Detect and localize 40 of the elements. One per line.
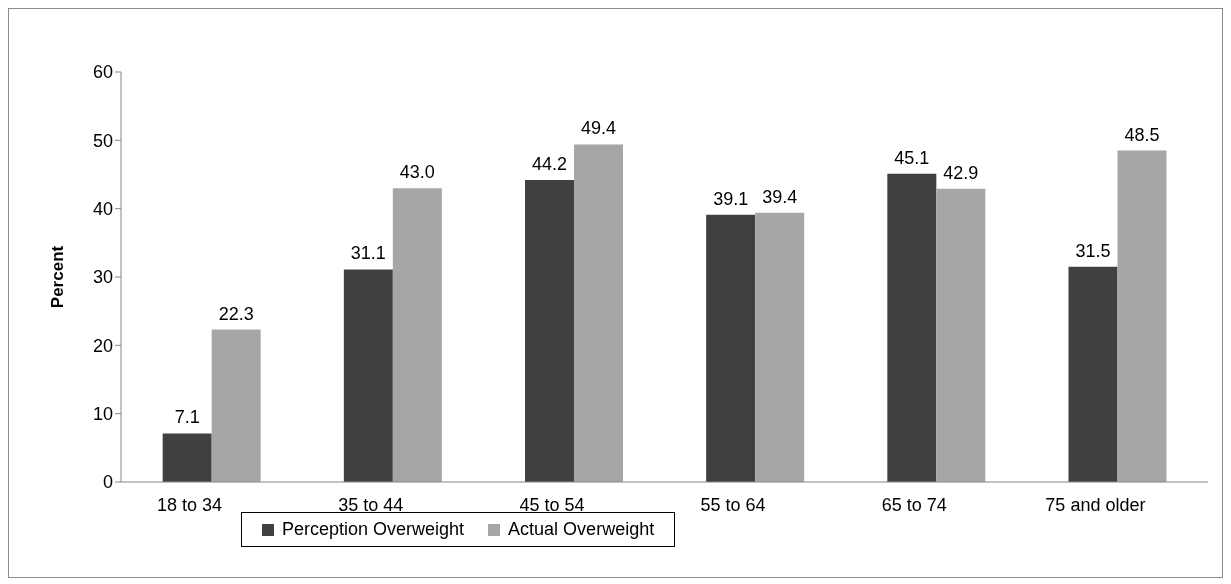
data-label: 7.1	[174, 407, 200, 428]
x-tick-label: 45 to 54	[519, 494, 585, 515]
y-tick-label: 40	[92, 199, 113, 220]
data-label: 48.5	[1124, 124, 1160, 145]
bar	[392, 188, 442, 482]
data-label: 39.4	[762, 186, 798, 207]
data-label: 44.2	[531, 153, 568, 174]
bar	[936, 188, 986, 482]
x-tick-label: 65 to 74	[881, 494, 947, 515]
y-tick-label: 50	[92, 130, 113, 151]
data-label: 42.9	[943, 162, 979, 183]
x-tick-label: 35 to 44	[338, 494, 404, 515]
y-tick-label: 20	[92, 335, 113, 356]
x-tick-label: 55 to 64	[700, 494, 766, 515]
bar	[755, 212, 805, 482]
y-tick-label: 60	[92, 62, 113, 83]
bar	[211, 329, 261, 482]
legend-label: Perception Overweight	[281, 519, 465, 540]
bar	[343, 269, 393, 482]
x-tick-label: 18 to 34	[157, 494, 223, 515]
data-label: 22.3	[218, 303, 254, 324]
y-tick-label: 0	[102, 472, 113, 493]
y-axis-title: Percent	[48, 245, 68, 309]
data-label: 31.5	[1075, 240, 1111, 261]
y-tick-label: 30	[92, 267, 113, 288]
data-label: 45.1	[894, 147, 930, 168]
bar	[887, 173, 937, 482]
bar	[1117, 150, 1167, 482]
legend-label: Actual Overweight	[507, 519, 655, 540]
x-tick-label: 75 and older	[1045, 494, 1146, 515]
data-label: 31.1	[350, 243, 386, 264]
bar	[574, 144, 623, 482]
data-label: 49.4	[580, 118, 617, 139]
bar	[1068, 266, 1118, 482]
bar	[525, 179, 574, 482]
data-label: 43.0	[399, 162, 435, 183]
bar	[706, 214, 756, 482]
data-label: 39.1	[713, 188, 749, 209]
bar	[162, 433, 212, 482]
y-tick-label: 10	[92, 404, 113, 425]
